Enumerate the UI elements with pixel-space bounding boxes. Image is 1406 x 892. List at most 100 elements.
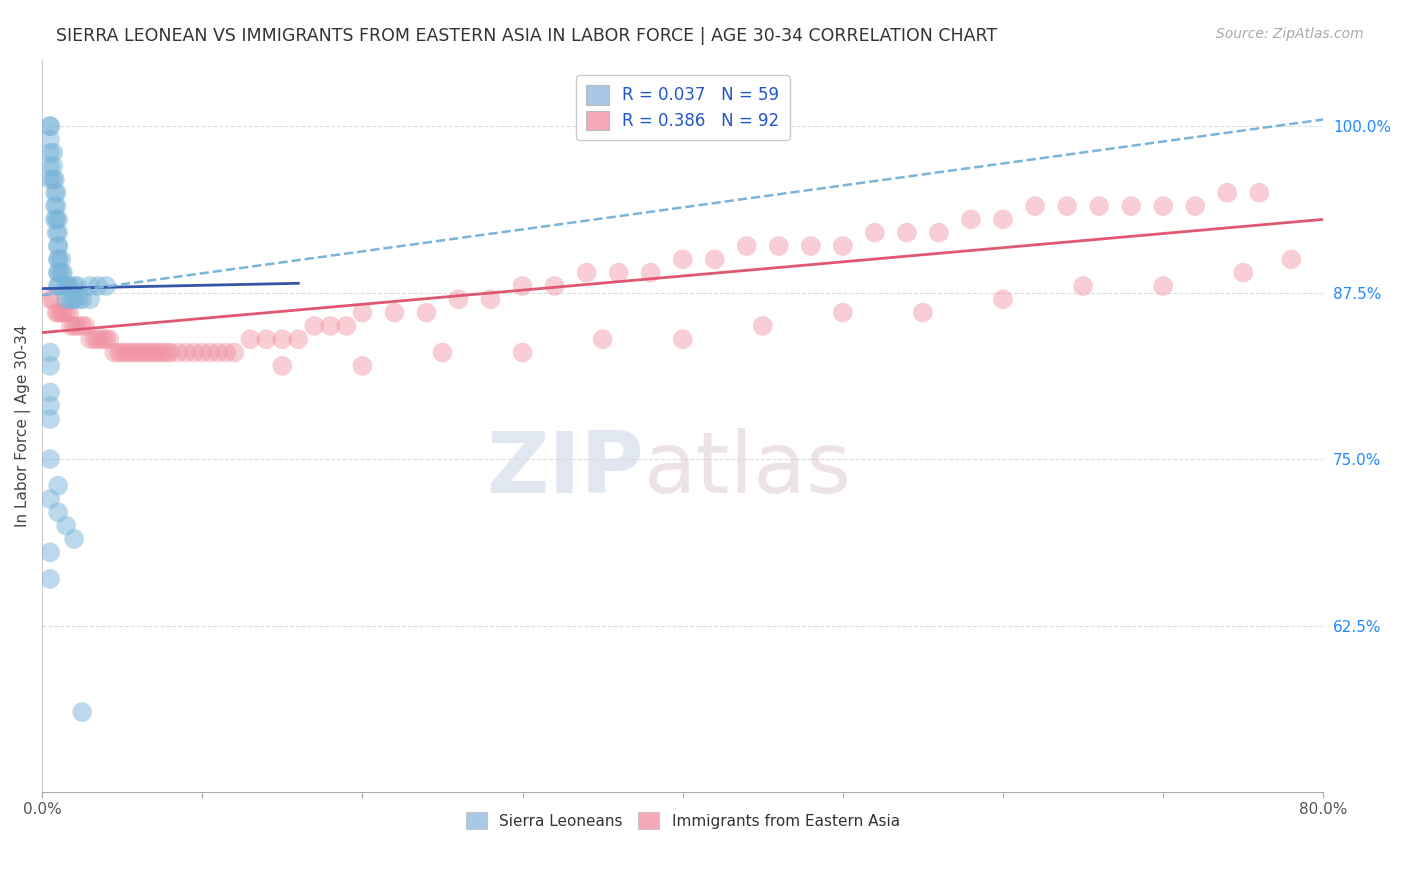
Point (928, 226, 950, 240)
Point (55, 293, 77, 307)
Point (45, 199, 67, 213)
Point (39, 159, 62, 173)
Point (75, 318, 97, 333)
Point (271, 332, 294, 346)
Point (224, 345, 246, 359)
Point (447, 293, 470, 307)
Point (46, 505, 69, 519)
Point (703, 252, 725, 267)
Point (512, 345, 534, 359)
Point (672, 252, 695, 267)
Point (70, 318, 93, 333)
Point (215, 345, 238, 359)
Point (59, 318, 82, 333)
Point (58, 279, 80, 293)
Point (335, 318, 357, 333)
Point (39, 385, 62, 400)
Point (103, 345, 125, 359)
Point (44, 212, 66, 227)
Point (592, 332, 614, 346)
Point (39, 491, 62, 506)
Point (150, 345, 173, 359)
Point (55, 518, 77, 533)
Point (46, 279, 69, 293)
Point (640, 266, 662, 280)
Point (254, 332, 277, 346)
Point (67, 293, 90, 307)
Point (132, 345, 155, 359)
Point (479, 293, 502, 307)
Point (39, 172, 62, 186)
Point (70, 293, 93, 307)
Point (543, 279, 565, 293)
Point (45, 226, 67, 240)
Point (55, 305, 77, 319)
Point (1071, 279, 1094, 293)
Point (39, 119, 62, 133)
Point (239, 332, 262, 346)
Point (46, 279, 69, 293)
Point (768, 239, 790, 253)
Point (62, 293, 84, 307)
Point (135, 345, 157, 359)
Point (45, 186, 67, 200)
Point (1216, 186, 1239, 200)
Point (39, 145, 62, 160)
Point (39, 412, 62, 426)
Point (51, 305, 73, 319)
Point (52, 266, 75, 280)
Point (352, 359, 374, 373)
Point (432, 345, 454, 359)
Point (46, 266, 69, 280)
Point (42, 159, 65, 173)
Point (127, 345, 149, 359)
Point (174, 345, 197, 359)
Point (91, 332, 114, 346)
Point (863, 226, 886, 240)
Point (56, 279, 79, 293)
Point (384, 305, 406, 319)
Legend: Sierra Leoneans, Immigrants from Eastern Asia: Sierra Leoneans, Immigrants from Eastern… (460, 805, 905, 836)
Point (991, 293, 1014, 307)
Point (991, 212, 1014, 227)
Point (319, 318, 342, 333)
Point (46, 239, 69, 253)
Point (960, 212, 983, 227)
Point (44, 186, 66, 200)
Point (1056, 199, 1078, 213)
Point (352, 305, 374, 319)
Point (415, 305, 437, 319)
Point (115, 345, 138, 359)
Point (45, 212, 67, 227)
Point (87, 279, 110, 293)
Point (44, 199, 66, 213)
Point (66, 318, 89, 333)
Point (63, 318, 86, 333)
Point (1119, 199, 1142, 213)
Point (207, 345, 229, 359)
Point (70, 705, 93, 719)
Point (1232, 266, 1254, 280)
Point (63, 293, 86, 307)
Point (44, 172, 66, 186)
Point (159, 345, 181, 359)
Point (46, 479, 69, 493)
Point (39, 293, 62, 307)
Point (1279, 252, 1302, 267)
Point (271, 359, 294, 373)
Point (304, 318, 326, 333)
Point (52, 305, 75, 319)
Point (896, 226, 918, 240)
Point (148, 345, 170, 359)
Point (39, 452, 62, 467)
Point (58, 305, 80, 319)
Point (39, 119, 62, 133)
Point (46, 252, 69, 267)
Point (735, 239, 758, 253)
Point (575, 266, 598, 280)
Point (42, 145, 65, 160)
Point (46, 266, 69, 280)
Point (156, 345, 179, 359)
Point (752, 318, 775, 333)
Point (79, 279, 101, 293)
